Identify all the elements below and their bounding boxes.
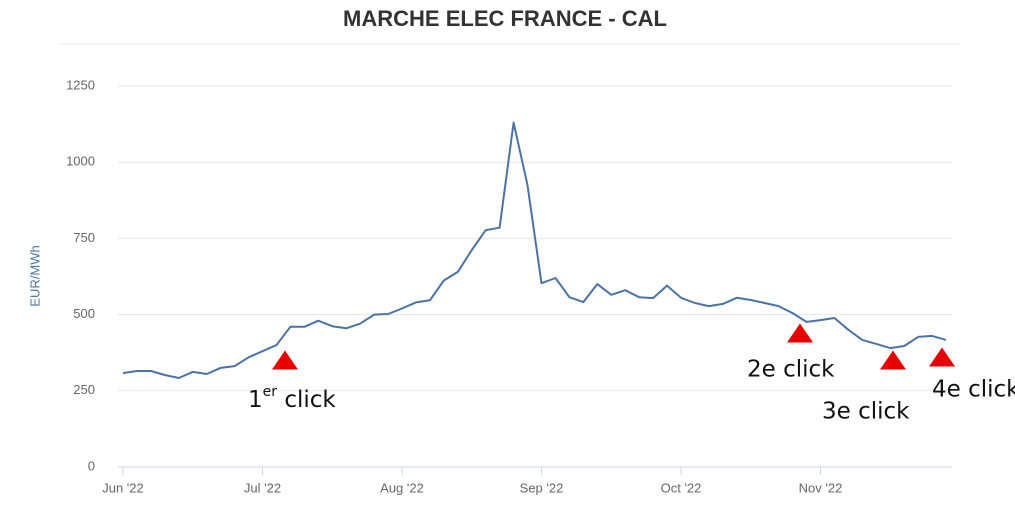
x-tick-label: Sep '22 [520, 480, 564, 495]
annotation-label-part: er [263, 384, 278, 400]
y-tick-label: 1250 [66, 77, 95, 92]
annotation-label: 1er click [248, 384, 336, 413]
y-tick-label: 750 [73, 230, 95, 245]
annotation-marker [929, 347, 955, 367]
y-tick-label: 0 [88, 458, 95, 473]
annotation-label-part: 1 [248, 387, 263, 413]
annotation-marker [272, 350, 298, 370]
annotation-label: 3e click [822, 399, 910, 425]
x-tick-label: Nov '22 [799, 480, 843, 495]
x-tick-label: Oct '22 [661, 480, 702, 495]
x-tick-label: Jul '22 [244, 480, 281, 495]
annotation-label: 2e click [747, 357, 835, 383]
x-tick-label: Aug '22 [380, 480, 424, 495]
line-series [122, 121, 947, 379]
annotation-label-part: click [277, 387, 336, 413]
y-tick-label: 1000 [66, 154, 95, 169]
chart-title: MARCHE ELEC FRANCE - CAL [343, 6, 667, 31]
y-tick-label: 500 [73, 306, 95, 321]
annotation-marker [787, 323, 813, 343]
annotation-marker [880, 350, 906, 370]
annotation-label: 4e click [932, 377, 1015, 403]
y-tick-label: 250 [73, 382, 95, 397]
y-axis-label: EUR/MWh [27, 245, 42, 306]
x-tick-label: Jun '22 [102, 480, 144, 495]
